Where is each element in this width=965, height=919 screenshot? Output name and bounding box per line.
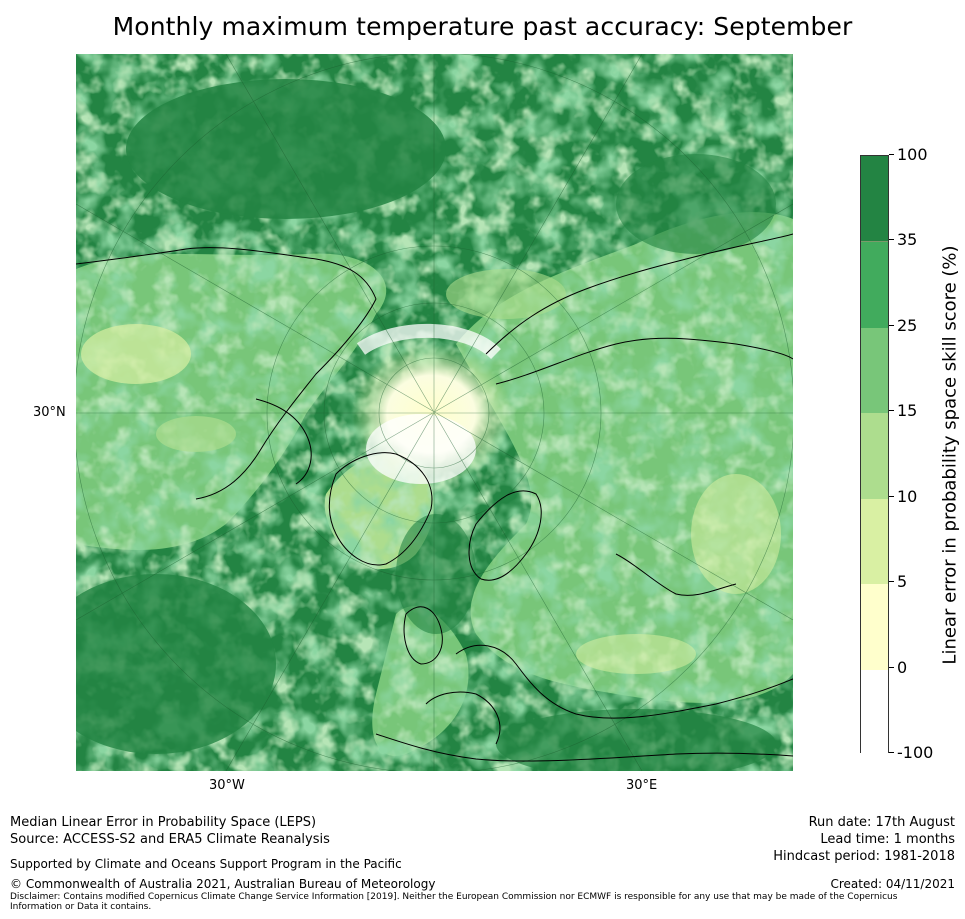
colorbar-tick-label: 35: [889, 232, 917, 248]
colorbar-tick-label: 15: [889, 403, 917, 419]
colorbar-tick-label: 0: [889, 659, 907, 676]
colorbar-bin: [861, 326, 888, 414]
copyright-text: © Commonwealth of Australia 2021, Austra…: [10, 877, 436, 891]
colorbar-bin: [861, 156, 888, 242]
map-field: [76, 54, 793, 771]
coastlines: [76, 233, 793, 762]
run-date-text: Run date: 17th August: [808, 815, 955, 830]
colorbar-tick-label: 25: [889, 317, 917, 334]
lead-time-text: Lead time: 1 months: [820, 832, 955, 847]
footer-left: Median Linear Error in Probability Space…: [10, 814, 330, 848]
colorbar-bin: [861, 241, 888, 328]
supported-text: Supported by Climate and Oceans Support …: [10, 857, 402, 871]
colorbar-tick-label: -100: [889, 745, 933, 761]
colorbar-bin: [861, 412, 888, 499]
colorbar-tick-label: 10: [889, 488, 917, 505]
source-text: Source: ACCESS-S2 and ERA5 Climate Reana…: [10, 832, 330, 847]
disclaimer-text: Disclaimer: Contains modified Copernicus…: [10, 892, 898, 912]
colorbar-bin: [861, 583, 888, 670]
colorbar-tick-label: 100: [889, 147, 928, 163]
colorbar-bin: [861, 668, 888, 755]
colorbar-label: Linear error in probability space skill …: [939, 245, 961, 665]
longitude-east-label: 30°E: [626, 778, 658, 793]
created-text: Created: 04/11/2021: [830, 877, 955, 891]
chart-title: Monthly maximum temperature past accurac…: [112, 12, 853, 41]
graticule: [76, 54, 793, 771]
polar-map: [76, 54, 793, 771]
hindcast-text: Hindcast period: 1981-2018: [773, 849, 955, 864]
longitude-west-label: 30°W: [209, 778, 245, 793]
colorbar-bin: [861, 497, 888, 585]
colorbar: [860, 155, 889, 755]
footer-right: Run date: 17th August Lead time: 1 month…: [773, 814, 955, 865]
latitude-label: 30°N: [33, 405, 66, 420]
colorbar-tick-label: 5: [889, 574, 907, 590]
method-text: Median Linear Error in Probability Space…: [10, 815, 317, 830]
